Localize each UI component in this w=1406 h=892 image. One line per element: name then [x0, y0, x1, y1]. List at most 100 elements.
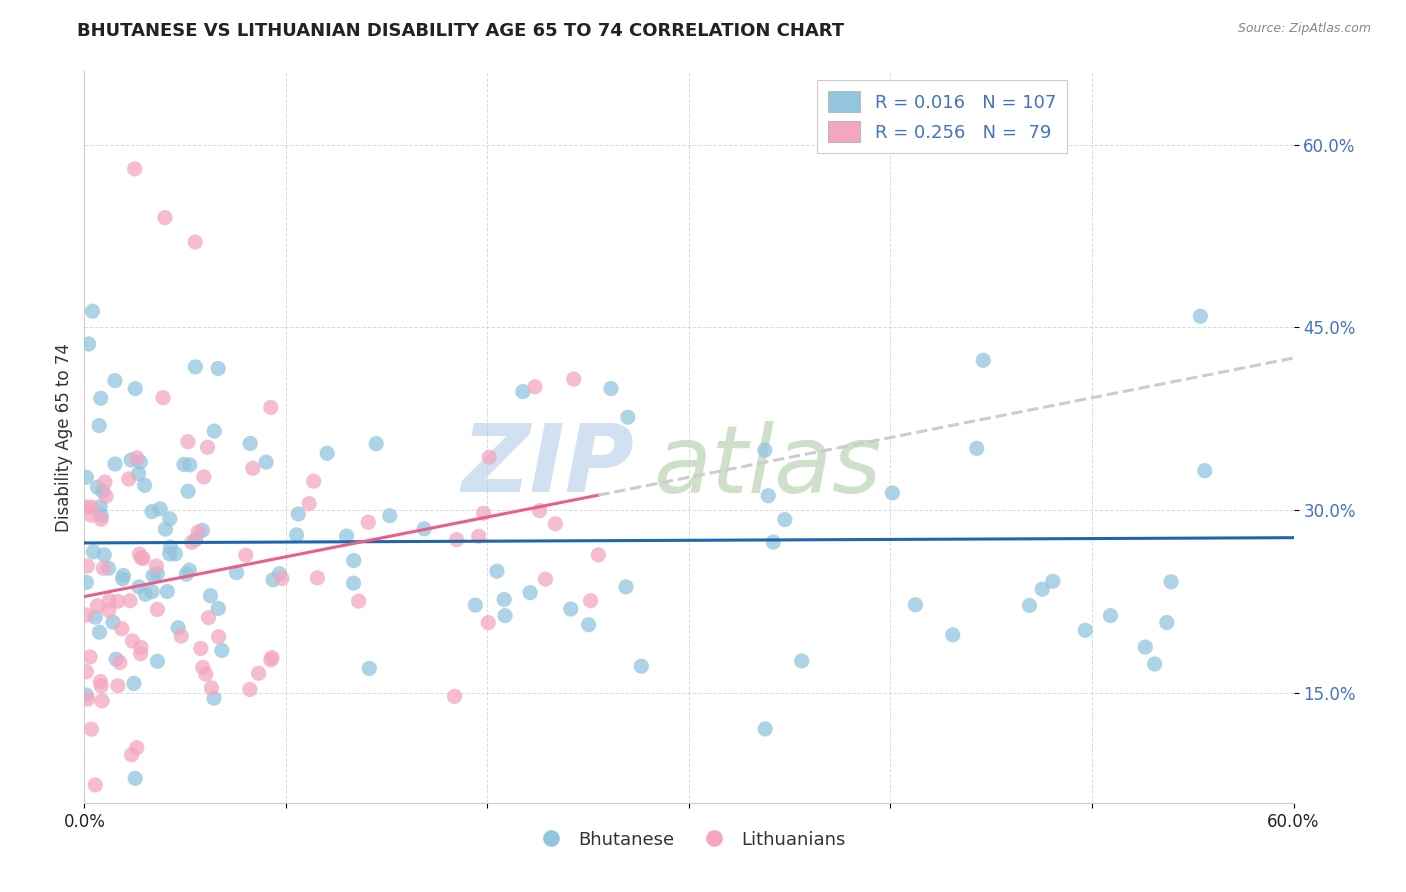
Point	[242, 461, 264, 475]
Point	[302, 474, 325, 488]
Point	[141, 584, 163, 599]
Point	[285, 528, 308, 542]
Point	[124, 382, 146, 396]
Point	[129, 455, 152, 469]
Point	[519, 585, 541, 599]
Point	[1074, 624, 1097, 638]
Point	[173, 458, 195, 472]
Point	[211, 643, 233, 657]
Point	[478, 450, 501, 465]
Point	[77, 337, 100, 351]
Point	[105, 652, 128, 666]
Point	[128, 547, 150, 561]
Point	[191, 660, 214, 674]
Point	[600, 382, 623, 396]
Point	[529, 504, 551, 518]
Point	[494, 592, 516, 607]
Point	[544, 516, 567, 531]
Point	[129, 640, 152, 655]
Point	[153, 211, 176, 225]
Point	[90, 508, 112, 522]
Point	[1099, 608, 1122, 623]
Point	[93, 548, 115, 562]
Point	[366, 436, 388, 450]
Point	[86, 599, 108, 613]
Point	[125, 450, 148, 465]
Point	[165, 547, 187, 561]
Point	[1042, 574, 1064, 589]
Point	[357, 515, 380, 529]
Point	[446, 533, 468, 547]
Point	[260, 650, 283, 665]
Point	[1194, 464, 1216, 478]
Point	[97, 603, 120, 617]
Point	[443, 690, 465, 704]
Text: atlas: atlas	[652, 421, 882, 512]
Point	[191, 524, 214, 538]
Point	[200, 681, 222, 695]
Point	[335, 529, 357, 543]
Point	[882, 486, 904, 500]
Point	[197, 440, 219, 454]
Point	[343, 553, 366, 567]
Point	[260, 653, 283, 667]
Point	[359, 661, 381, 675]
Point	[184, 359, 207, 374]
Point	[174, 567, 197, 582]
Point	[1143, 657, 1166, 671]
Point	[155, 522, 177, 536]
Point	[75, 665, 97, 679]
Point	[89, 418, 111, 433]
Point	[754, 443, 776, 458]
Point	[184, 533, 207, 547]
Point	[512, 384, 534, 399]
Point	[156, 584, 179, 599]
Point	[84, 778, 107, 792]
Point	[129, 647, 152, 661]
Point	[159, 540, 181, 554]
Point	[128, 467, 150, 481]
Point	[121, 747, 143, 762]
Point	[141, 505, 163, 519]
Point	[98, 593, 121, 607]
Point	[1156, 615, 1178, 630]
Point	[287, 507, 309, 521]
Point	[773, 512, 796, 526]
Point	[145, 559, 167, 574]
Point	[1018, 599, 1040, 613]
Text: Source: ZipAtlas.com: Source: ZipAtlas.com	[1237, 22, 1371, 36]
Point	[254, 455, 277, 469]
Point	[942, 628, 965, 642]
Point	[104, 374, 127, 388]
Text: ZIP: ZIP	[461, 420, 634, 512]
Point	[111, 622, 134, 636]
Point	[117, 472, 139, 486]
Point	[298, 497, 321, 511]
Point	[378, 508, 401, 523]
Point	[94, 475, 117, 489]
Point	[194, 667, 217, 681]
Point	[76, 688, 98, 702]
Point	[149, 501, 172, 516]
Point	[94, 489, 117, 503]
Point	[269, 566, 291, 581]
Point	[184, 235, 207, 249]
Point	[89, 674, 111, 689]
Point	[316, 446, 339, 460]
Point	[132, 551, 155, 566]
Point	[121, 634, 143, 648]
Point	[179, 563, 201, 577]
Point	[177, 434, 200, 449]
Point	[90, 391, 112, 405]
Point	[1031, 582, 1053, 596]
Point	[207, 630, 229, 644]
Legend: Bhutanese, Lithuanians: Bhutanese, Lithuanians	[526, 823, 852, 856]
Point	[260, 401, 283, 415]
Point	[91, 484, 114, 499]
Point	[159, 547, 181, 561]
Point	[579, 593, 602, 607]
Point	[146, 566, 169, 581]
Point	[108, 656, 131, 670]
Point	[134, 478, 156, 492]
Point	[170, 629, 193, 643]
